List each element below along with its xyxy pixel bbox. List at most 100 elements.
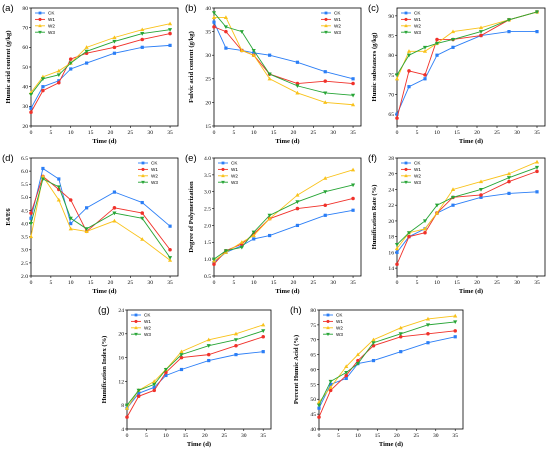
legend-entry-w1: W1 xyxy=(401,17,421,22)
series-line-ck xyxy=(213,209,354,263)
legend-marker xyxy=(221,167,225,171)
data-point-ck xyxy=(323,70,327,74)
legend-label: W1 xyxy=(414,167,421,172)
legend-entry-w2: W2 xyxy=(401,24,421,29)
data-point-w1 xyxy=(395,262,399,266)
series-line-w2 xyxy=(30,175,171,261)
x-tick-label: 15 xyxy=(88,130,94,136)
y-tick-label: 75 xyxy=(310,323,316,329)
data-point-w3 xyxy=(328,379,333,384)
data-point-w1 xyxy=(344,373,349,378)
x-tick-label: 20 xyxy=(394,433,400,439)
legend-label: CK xyxy=(144,313,151,318)
y-tick-label: 45 xyxy=(310,412,316,418)
x-tick-label: 25 xyxy=(311,280,317,286)
x-tick-label: 0 xyxy=(30,280,33,286)
data-point-w1 xyxy=(407,69,411,73)
data-point-w3 xyxy=(534,10,540,15)
data-point-w1 xyxy=(179,355,184,360)
x-tick-label: 15 xyxy=(271,280,277,286)
series-line-ck xyxy=(126,351,264,409)
data-point-w2 xyxy=(398,325,403,330)
series-line-ck xyxy=(318,336,456,409)
panel-label: (a) xyxy=(2,3,14,14)
y-tick-label: 28 xyxy=(388,156,394,162)
data-point-w2 xyxy=(239,48,244,52)
data-point-w2 xyxy=(239,240,244,244)
data-point-w1 xyxy=(351,81,355,86)
legend-marker xyxy=(324,11,328,15)
data-point-w3 xyxy=(506,18,512,22)
data-point-w3 xyxy=(453,320,458,325)
legend-marker xyxy=(38,17,42,21)
series-line-w1 xyxy=(396,170,538,265)
panel-f: 0 5 10 15 20 25 30 35 14 16 18 20 22 24 26 28 Time (d) Hu… xyxy=(366,150,550,300)
legend-marker xyxy=(134,325,138,330)
legend-marker xyxy=(404,180,408,185)
legend-label: W2 xyxy=(144,326,151,331)
x-tick-label: 15 xyxy=(375,433,381,439)
y-tick-label: 40 xyxy=(22,85,28,91)
legend-marker xyxy=(134,332,138,337)
data-point-w2 xyxy=(267,76,272,81)
data-point-w1 xyxy=(224,29,228,34)
data-point-ck xyxy=(535,190,539,194)
data-point-w3 xyxy=(163,367,168,372)
data-point-w3 xyxy=(40,77,45,81)
y-tick-label: 3.5 xyxy=(21,235,28,241)
x-axis-label: Time (d) xyxy=(275,138,299,145)
y-tick-label: 55 xyxy=(310,382,316,388)
data-point-w2 xyxy=(56,197,61,202)
series-line-w3 xyxy=(213,12,354,96)
y-axis-label: Fulvic acid content (g/kg) xyxy=(188,31,195,103)
data-point-w1 xyxy=(323,79,328,83)
y-axis-label: Humification Index (%) xyxy=(101,336,108,404)
data-point-w1 xyxy=(351,196,355,201)
legend-label: W1 xyxy=(336,319,343,324)
legend-entry-w2: W2 xyxy=(323,326,343,331)
legend-label: W3 xyxy=(414,30,421,35)
legend-entry-ck: CK xyxy=(138,161,158,166)
y-tick-label: 15 xyxy=(205,124,211,130)
legend-label: W1 xyxy=(144,319,151,324)
data-point-ck xyxy=(399,350,403,354)
data-point-ck xyxy=(41,166,45,171)
legend-marker xyxy=(326,332,330,337)
data-point-w2 xyxy=(40,174,45,178)
legend-label: CK xyxy=(334,11,341,16)
legend-label: W3 xyxy=(48,30,55,35)
data-point-w3 xyxy=(28,222,34,226)
chart-svg: 0 5 10 15 20 25 30 35 65 70 75 80 85 90 Time (d) Humic … xyxy=(368,3,546,145)
data-point-w2 xyxy=(261,322,266,327)
series-ck xyxy=(212,208,355,265)
panel-d: 0 5 10 15 20 25 30 35 2.0 2.5 3.0 3.5 4.0 4.5 5.0 5.5 6.… xyxy=(0,150,183,300)
data-point-ck xyxy=(407,85,411,89)
panel-e: 0 5 10 15 20 25 30 35 0.5 1.0 1.5 2.0 2.5 3.0 3.5 4.0 Ti… xyxy=(183,150,366,300)
data-point-ck xyxy=(451,45,455,49)
series-w1 xyxy=(317,329,457,419)
data-point-ck xyxy=(29,106,33,110)
data-point-w3 xyxy=(450,195,456,200)
data-point-ck xyxy=(451,203,455,207)
x-tick-label: 30 xyxy=(330,130,336,136)
y-tick-label: 4 xyxy=(121,427,124,433)
chart-svg: 0 5 10 15 20 25 30 35 40 45 50 55 60 65 70 75 80 Time (d)… xyxy=(290,305,464,448)
data-point-w2 xyxy=(167,21,173,26)
legend-label: W1 xyxy=(231,167,238,172)
data-point-w2 xyxy=(295,90,300,95)
x-tick-label: 5 xyxy=(416,130,419,136)
x-tick-label: 0 xyxy=(213,280,216,286)
y-tick-label: 6.5 xyxy=(21,156,28,162)
plot-frame xyxy=(126,309,272,430)
data-point-w3 xyxy=(406,53,412,58)
data-point-w3 xyxy=(124,403,130,408)
data-point-w1 xyxy=(212,262,216,266)
data-point-w1 xyxy=(398,335,403,339)
data-point-w1 xyxy=(152,388,157,393)
x-tick-label: 0 xyxy=(318,433,321,439)
data-point-w2 xyxy=(112,35,117,40)
